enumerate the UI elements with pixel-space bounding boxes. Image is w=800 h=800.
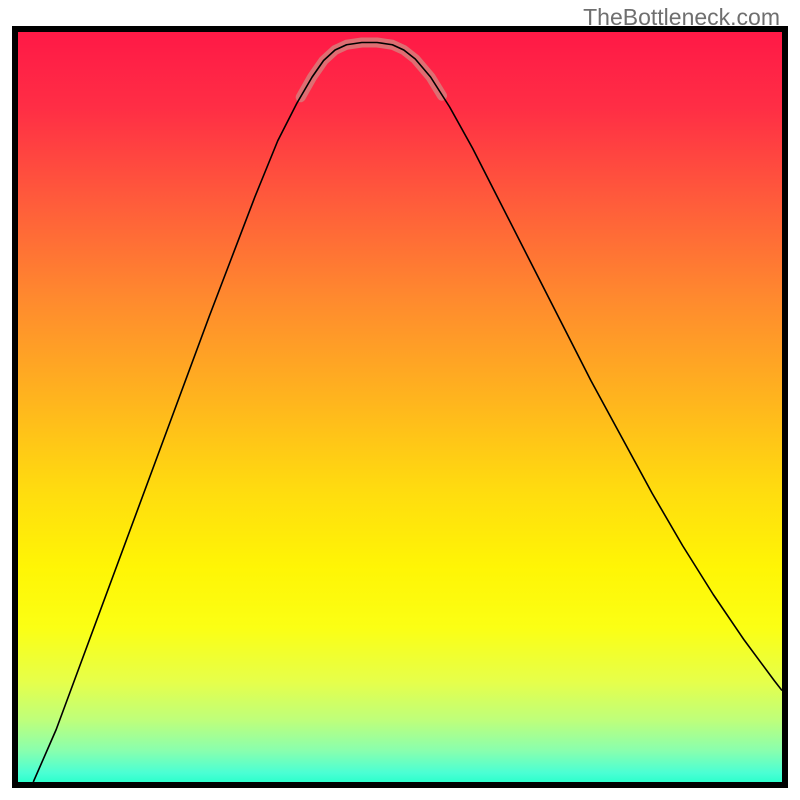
curve-layer bbox=[18, 32, 782, 782]
chart-frame bbox=[12, 26, 788, 788]
watermark-text: TheBottleneck.com bbox=[583, 4, 780, 31]
chart-plot-area bbox=[18, 32, 782, 782]
highlight-segment bbox=[301, 43, 442, 98]
bottleneck-curve bbox=[33, 43, 782, 783]
